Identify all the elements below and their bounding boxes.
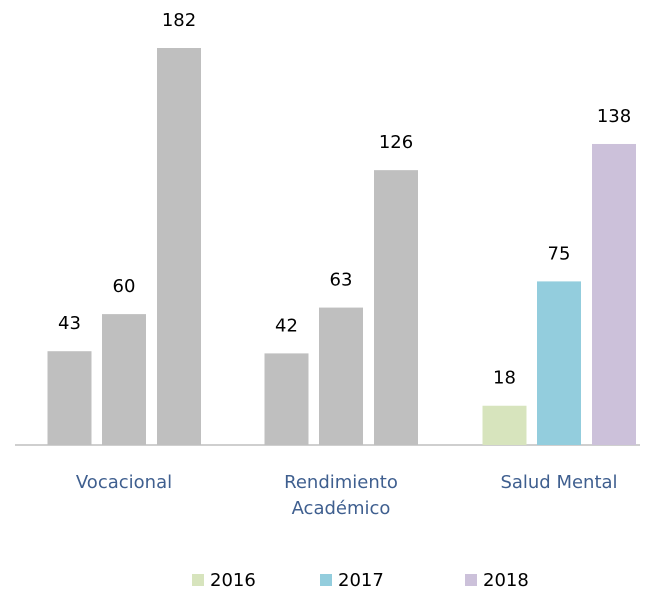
legend-label: 2017	[338, 570, 384, 591]
value-label: 42	[275, 315, 298, 336]
value-label: 138	[597, 106, 631, 127]
legend-swatch	[320, 574, 332, 586]
legend-swatch	[192, 574, 204, 586]
category-label: Vocacional	[75, 472, 173, 493]
value-label: 126	[379, 132, 413, 153]
bar	[537, 281, 581, 445]
bar	[47, 351, 92, 445]
legend-label: 2018	[483, 570, 529, 591]
bar	[157, 48, 201, 445]
category-label: Salud Mental	[500, 472, 618, 493]
value-label: 75	[548, 243, 571, 264]
value-label: 60	[113, 276, 136, 297]
category-label: Rendimiento Académico	[284, 472, 398, 519]
bar	[374, 170, 418, 445]
value-label: 182	[162, 10, 196, 31]
bar	[264, 353, 309, 445]
legend-swatch	[465, 574, 477, 586]
value-label: 18	[493, 368, 516, 389]
legend-label: 2016	[210, 570, 256, 591]
bar	[319, 307, 363, 445]
bar	[592, 143, 636, 445]
value-label: 43	[58, 313, 81, 334]
value-label: 63	[330, 270, 353, 291]
bar	[482, 405, 527, 445]
bar	[102, 314, 146, 445]
